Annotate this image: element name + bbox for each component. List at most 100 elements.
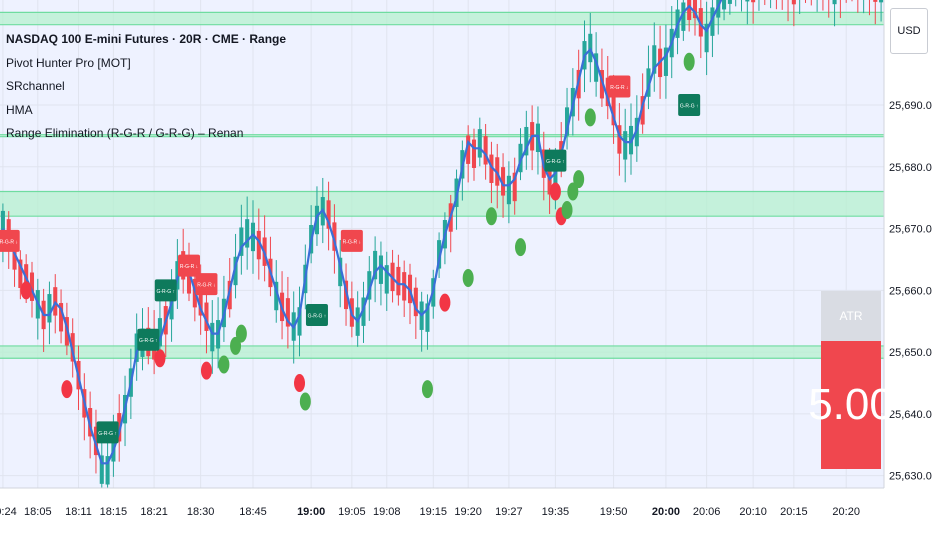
candle-47	[274, 281, 279, 311]
signal-tag-text-7: R-G-R ↓	[343, 239, 361, 245]
x-tick-label-12: 19:27	[495, 506, 523, 518]
candle-110	[640, 96, 645, 125]
signal-tag-text-6: G-R-G ↑	[308, 314, 327, 320]
time-axis	[0, 488, 932, 550]
candle-62	[361, 297, 366, 326]
pivot-dot-1	[61, 380, 73, 399]
candle-56	[326, 200, 331, 229]
pivot-dot-7	[294, 373, 306, 392]
x-tick-label-4: 18:21	[140, 506, 168, 518]
candle-23	[134, 333, 139, 362]
pivot-dot-0	[20, 281, 32, 300]
x-tick-label-2: 18:11	[65, 506, 92, 518]
candle-71	[413, 287, 418, 317]
candle-105	[611, 96, 616, 126]
atr-label: ATR	[821, 291, 881, 341]
y-tick-label-2: 25,650.00	[889, 347, 932, 359]
x-tick-label-15: 20:00	[652, 506, 680, 518]
signal-tag-5	[195, 273, 218, 296]
candle-90	[524, 126, 529, 156]
price-axis	[884, 0, 932, 550]
sr-band-2	[0, 191, 884, 217]
candle-64	[373, 250, 378, 280]
candle-88	[512, 172, 517, 202]
sr-band-0	[0, 12, 884, 25]
candle-35	[204, 302, 209, 331]
atr-panel: ATR 5.00	[808, 291, 894, 469]
candle-44	[256, 230, 261, 260]
x-tick-label-19: 20:20	[832, 506, 860, 518]
candle-114	[663, 47, 668, 76]
candle-87	[506, 175, 511, 205]
candle-3	[18, 259, 23, 288]
pivot-dot-4	[218, 355, 230, 374]
signal-tag-text-0: R-G-R ↓	[0, 239, 18, 245]
x-tick-label-10: 19:15	[420, 506, 448, 518]
x-tick-label-3: 18:15	[100, 506, 128, 518]
candle-111	[646, 68, 651, 97]
candle-34	[198, 287, 203, 316]
candle-42	[245, 219, 250, 248]
candle-83	[483, 136, 488, 165]
signal-tag-text-4: R-G-R ↓	[180, 264, 198, 270]
legend-symbol-title[interactable]: NASDAQ 100 E-mini Futures · 20R · CME · …	[6, 32, 287, 46]
x-tick-label-1: 18:05	[24, 506, 52, 518]
candle-49	[285, 298, 290, 327]
x-tick-label-6: 18:45	[239, 506, 267, 518]
candle-66	[384, 265, 389, 294]
candle-118	[687, 0, 692, 20]
candle-150	[873, 0, 878, 2]
x-tick-label-13: 19:35	[542, 506, 570, 518]
pivot-dot-12	[485, 207, 497, 226]
candle-36	[210, 322, 215, 352]
pivot-dot-14	[549, 182, 561, 201]
pivot-dot-3	[200, 361, 212, 380]
candle-124	[722, 0, 727, 10]
candle-40	[233, 256, 238, 286]
candle-0	[0, 210, 5, 240]
signal-tag-2	[137, 328, 160, 351]
sr-band-1	[0, 134, 884, 137]
candle-82	[477, 129, 482, 158]
signal-tag-text-10: G-R-G ↑	[680, 104, 699, 110]
signal-tag-1	[96, 421, 119, 444]
sr-band-3	[0, 345, 884, 359]
legend-indicator-range-elimination[interactable]: Range Elimination (R-G-R / G-R-G) – Rena…	[6, 126, 244, 140]
candle-104	[605, 77, 610, 107]
pivot-dot-18	[573, 170, 585, 189]
chart-legend: NASDAQ 100 E-mini Futures · 20R · CME · …	[6, 28, 286, 146]
legend-indicator-srchannel[interactable]: SRchannel	[6, 79, 65, 93]
candle-73	[425, 303, 430, 332]
candle-106	[617, 125, 622, 154]
currency-button[interactable]: USD	[890, 8, 928, 54]
pivot-dot-8	[299, 392, 311, 411]
pivot-dot-9	[421, 380, 433, 399]
signal-tag-3	[154, 279, 177, 302]
signal-tag-text-9: R-G-R ↓	[610, 85, 628, 91]
pivot-dot-13	[515, 238, 527, 257]
candle-57	[332, 222, 337, 251]
x-tick-label-14: 19:50	[600, 506, 628, 518]
candle-84	[489, 154, 494, 183]
candle-18	[105, 456, 110, 485]
y-tick-label-1: 25,640.00	[889, 409, 932, 421]
candle-129	[751, 0, 756, 3]
candle-10	[59, 303, 64, 332]
candle-128	[745, 0, 750, 2]
y-tick-label-0: 25,630.00	[889, 471, 932, 483]
legend-indicator-hma[interactable]: HMA	[6, 102, 33, 117]
candle-58	[338, 257, 343, 287]
pivot-dot-16	[561, 201, 573, 220]
pivot-dot-11	[462, 268, 474, 287]
signal-tag-text-8: G-R-G ↑	[546, 159, 565, 165]
candle-80	[466, 135, 471, 164]
x-tick-label-8: 19:05	[338, 506, 366, 518]
candle-102	[594, 53, 599, 82]
x-tick-label-18: 20:15	[780, 506, 808, 518]
candle-39	[227, 280, 232, 310]
signal-tag-10	[678, 94, 701, 117]
x-tick-label-9: 19:08	[373, 506, 401, 518]
legend-indicator-pivot-hunter[interactable]: Pivot Hunter Pro [MOT]	[6, 55, 131, 70]
